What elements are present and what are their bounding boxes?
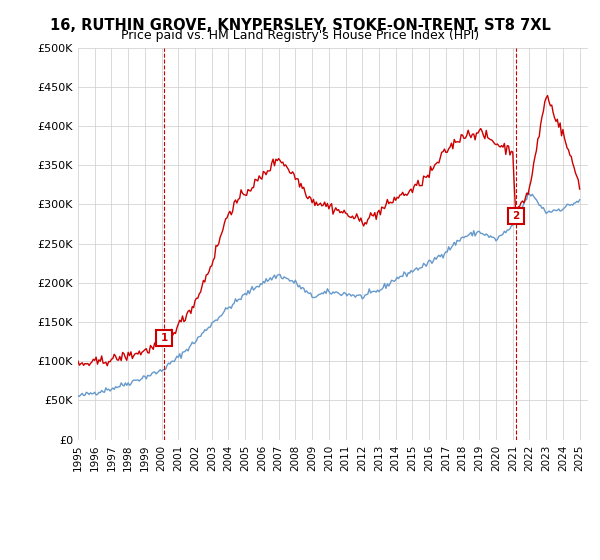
Text: 2: 2 bbox=[512, 211, 520, 221]
Text: 16, RUTHIN GROVE, KNYPERSLEY, STOKE-ON-TRENT, ST8 7XL: 16, RUTHIN GROVE, KNYPERSLEY, STOKE-ON-T… bbox=[50, 18, 550, 33]
Text: Price paid vs. HM Land Registry's House Price Index (HPI): Price paid vs. HM Land Registry's House … bbox=[121, 29, 479, 42]
Text: 1: 1 bbox=[161, 333, 168, 343]
